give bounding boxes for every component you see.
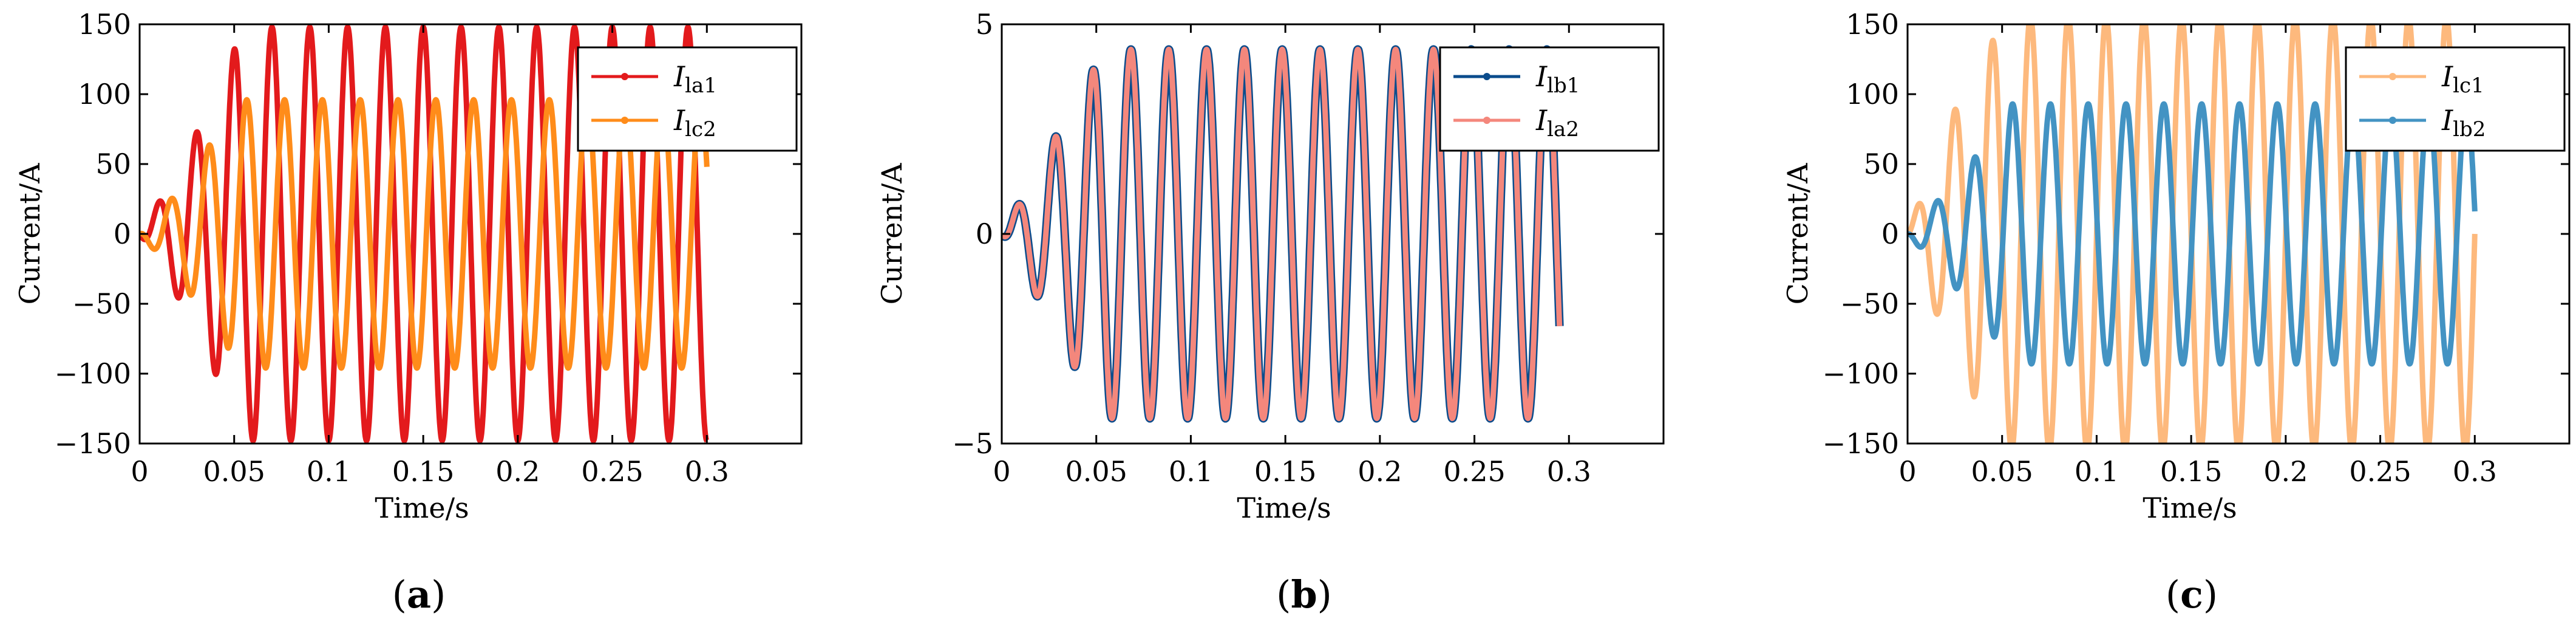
x-tick-label: 0.1 [2075, 455, 2119, 488]
x-tick-label: 0.2 [495, 455, 540, 488]
legend-marker [2389, 117, 2396, 124]
legend-marker [1483, 117, 1490, 124]
y-tick-label: 0 [976, 218, 993, 250]
x-axis-label: Time/s [375, 492, 469, 524]
panel-label: (c) [2166, 572, 2218, 617]
x-tick-label: 0 [131, 455, 148, 488]
y-tick-label: −100 [1823, 357, 1899, 390]
x-tick-label: 0.1 [307, 455, 351, 488]
y-tick-label: 0 [114, 218, 131, 250]
series-line-lc2 [140, 97, 710, 371]
legend: Ila1 Ilc2 [577, 46, 798, 152]
legend: Ilc1 Ilb2 [2345, 46, 2566, 152]
legend-marker [2389, 73, 2396, 80]
y-tick-label: −5 [952, 427, 993, 460]
panel-label: (a) [392, 572, 446, 617]
y-axis-label: Current/A [875, 163, 908, 305]
legend-entry-lb2: Ilb2 [2441, 104, 2486, 142]
chart-panel-a: 0 0.05 0.1 0.15 0.2 0.25 0.3 150 100 50 0 −50 −100 −1… [13, 8, 803, 617]
chart-panel-c: 0 0.05 0.1 0.15 0.2 0.25 0.3 150 100 50 0 −50 −100 −1… [1781, 8, 2571, 617]
legend-box [1439, 46, 1660, 152]
y-tick-label: 100 [78, 78, 131, 111]
legend-marker [621, 73, 628, 80]
y-tick-label: −100 [55, 357, 131, 390]
x-tick-label: 0.3 [1547, 455, 1591, 488]
panel-label: (b) [1276, 572, 1332, 617]
x-tick-label: 0.3 [2453, 455, 2497, 488]
x-tick-label: 0.05 [203, 455, 265, 488]
x-tick-label: 0.25 [581, 455, 643, 488]
x-tick-label: 0.3 [685, 455, 729, 488]
x-tick-label: 0.15 [392, 455, 454, 488]
x-tick-label: 0.2 [1358, 455, 1402, 488]
x-axis-label: Time/s [2143, 492, 2237, 524]
x-axis-label: Time/s [1237, 492, 1331, 524]
y-tick-label: −50 [1840, 287, 1899, 320]
y-tick-label: 50 [1863, 148, 1899, 180]
y-tick-label: −50 [72, 287, 131, 320]
legend-marker [1483, 73, 1490, 80]
y-tick-label: 5 [976, 8, 993, 41]
x-tick-label: 0.05 [1971, 455, 2033, 488]
y-tick-label: −150 [1823, 427, 1899, 460]
legend-entry-la1: Ila1 [673, 60, 717, 98]
legend-box [577, 46, 798, 152]
y-axis-label: Current/A [1781, 163, 1814, 305]
legend: Ilb1 Ila2 [1439, 46, 1660, 152]
legend-box [2345, 46, 2566, 152]
y-tick-label: 150 [1846, 8, 1899, 41]
x-tick-label: 0.25 [1443, 455, 1505, 488]
x-tick-label: 0 [993, 455, 1010, 488]
chart-panel-b: 0 0.05 0.1 0.15 0.2 0.25 0.350−5Time/sCurrent/… [875, 8, 1665, 617]
series-group [1908, 24, 2478, 444]
y-tick-label: 100 [1846, 78, 1899, 111]
y-axis-label: Current/A [13, 163, 46, 305]
legend-marker [621, 117, 628, 124]
series-line-lb2 [1908, 101, 2478, 367]
y-tick-label: 0 [1881, 218, 1899, 250]
legend-entry-la2: Ila2 [1535, 104, 1579, 142]
x-tick-label: 0.25 [2349, 455, 2411, 488]
x-tick-label: 0.15 [1254, 455, 1316, 488]
x-tick-label: 0.2 [2263, 455, 2308, 488]
y-tick-label: −150 [55, 427, 131, 460]
legend-entry-lc1: Ilc1 [2441, 60, 2484, 98]
legend-entry-lc2: Ilc2 [673, 104, 716, 142]
x-tick-label: 0.15 [2160, 455, 2222, 488]
y-tick-label: 150 [78, 8, 131, 41]
legend-entry-lb1: Ilb1 [1535, 60, 1580, 98]
x-tick-label: 0 [1898, 455, 1916, 488]
x-tick-label: 0.1 [1169, 455, 1213, 488]
x-tick-label: 0.05 [1065, 455, 1127, 488]
y-tick-label: 50 [95, 148, 131, 180]
